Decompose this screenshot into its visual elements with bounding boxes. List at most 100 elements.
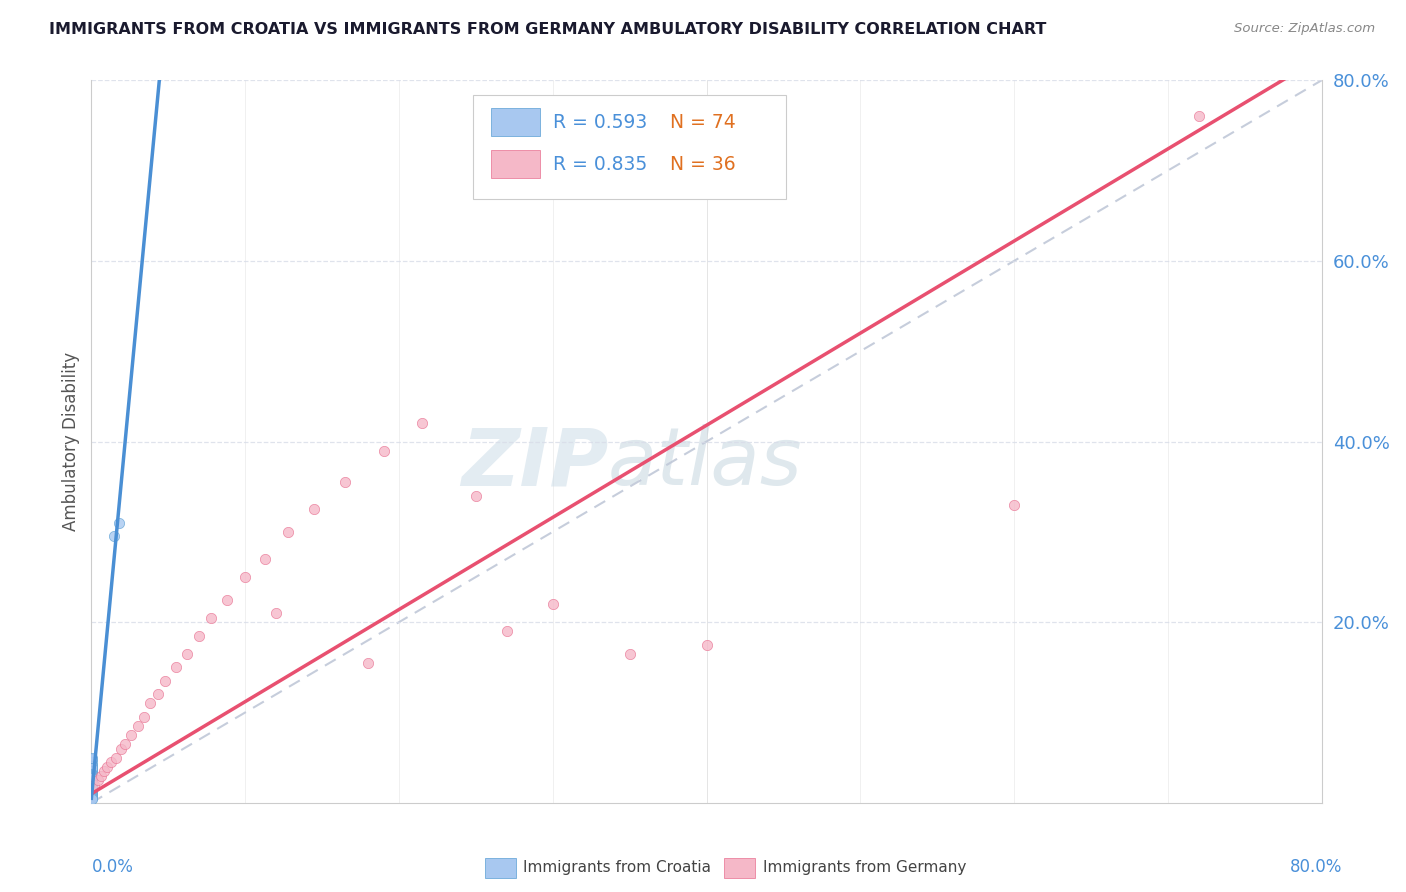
- Point: [696, 638, 718, 652]
- Point: [80, 773, 103, 788]
- Text: R = 0.593: R = 0.593: [553, 112, 647, 132]
- Point: [80, 780, 103, 795]
- Point: [80, 776, 103, 790]
- Text: Immigrants from Germany: Immigrants from Germany: [763, 861, 967, 875]
- Point: [80, 772, 103, 787]
- Text: atlas: atlas: [607, 425, 803, 502]
- Bar: [491, 151, 540, 178]
- Point: [80, 772, 103, 787]
- Text: N = 36: N = 36: [669, 154, 735, 174]
- Point: [80, 785, 103, 799]
- Point: [80, 771, 103, 785]
- Point: [80, 764, 103, 779]
- Point: [80, 769, 103, 783]
- Point: [80, 761, 103, 775]
- Text: N = 74: N = 74: [669, 112, 735, 132]
- Point: [80, 760, 103, 774]
- Point: [80, 757, 103, 772]
- Point: [83, 778, 105, 792]
- Point: [80, 776, 103, 790]
- Point: [165, 660, 187, 674]
- Point: [80, 768, 103, 782]
- Text: IMMIGRANTS FROM CROATIA VS IMMIGRANTS FROM GERMANY AMBULATORY DISABILITY CORRELA: IMMIGRANTS FROM CROATIA VS IMMIGRANTS FR…: [49, 22, 1046, 37]
- Point: [105, 750, 127, 764]
- Point: [80, 788, 103, 802]
- Point: [80, 775, 103, 789]
- Point: [114, 737, 136, 751]
- Point: [619, 647, 641, 661]
- Text: ZIP: ZIP: [461, 425, 607, 502]
- Point: [80, 772, 103, 786]
- Point: [464, 489, 486, 503]
- Point: [176, 647, 198, 661]
- Point: [357, 656, 380, 670]
- Text: Source: ZipAtlas.com: Source: ZipAtlas.com: [1234, 22, 1375, 36]
- Point: [80, 777, 103, 791]
- Point: [80, 780, 103, 794]
- Point: [80, 767, 103, 781]
- Point: [80, 781, 103, 796]
- Point: [200, 610, 222, 624]
- Point: [188, 629, 211, 643]
- Text: Immigrants from Croatia: Immigrants from Croatia: [523, 861, 711, 875]
- Point: [146, 687, 169, 701]
- Point: [80, 767, 103, 781]
- Point: [80, 775, 103, 789]
- Point: [80, 778, 103, 792]
- Point: [80, 772, 103, 786]
- Point: [80, 789, 103, 803]
- Point: [333, 475, 356, 490]
- Point: [80, 760, 103, 774]
- Point: [304, 502, 326, 516]
- Point: [80, 791, 103, 805]
- Point: [80, 780, 103, 795]
- Point: [80, 774, 103, 789]
- Point: [80, 779, 103, 793]
- Point: [80, 782, 103, 797]
- Point: [82, 755, 104, 769]
- Point: [103, 529, 125, 543]
- Point: [215, 592, 238, 607]
- Point: [233, 570, 256, 584]
- Point: [80, 774, 103, 789]
- Point: [80, 772, 103, 786]
- FancyBboxPatch shape: [472, 95, 786, 200]
- Point: [277, 524, 299, 539]
- Point: [80, 771, 103, 785]
- Point: [108, 516, 131, 530]
- Point: [82, 750, 104, 764]
- Point: [80, 786, 103, 800]
- Point: [80, 766, 103, 780]
- Point: [80, 779, 103, 793]
- Point: [80, 770, 103, 784]
- Point: [153, 673, 177, 688]
- Point: [80, 764, 103, 778]
- Point: [80, 773, 103, 788]
- Point: [80, 792, 103, 806]
- Point: [541, 597, 564, 611]
- Point: [120, 728, 142, 742]
- Point: [80, 765, 103, 780]
- Point: [82, 752, 104, 766]
- Point: [86, 773, 108, 788]
- Point: [80, 780, 103, 794]
- Point: [80, 758, 103, 772]
- Point: [80, 790, 103, 805]
- Point: [80, 777, 103, 791]
- Point: [80, 778, 103, 792]
- Point: [80, 762, 103, 776]
- Text: 80.0%: 80.0%: [1291, 858, 1343, 876]
- Point: [80, 765, 103, 780]
- Point: [80, 787, 103, 801]
- Point: [80, 764, 103, 779]
- Point: [80, 768, 103, 782]
- Point: [80, 767, 103, 781]
- Point: [80, 781, 103, 796]
- Point: [411, 417, 433, 431]
- Point: [90, 769, 112, 783]
- Point: [127, 719, 149, 733]
- Point: [80, 770, 103, 784]
- Point: [80, 764, 103, 779]
- Point: [254, 552, 277, 566]
- Point: [1187, 110, 1209, 124]
